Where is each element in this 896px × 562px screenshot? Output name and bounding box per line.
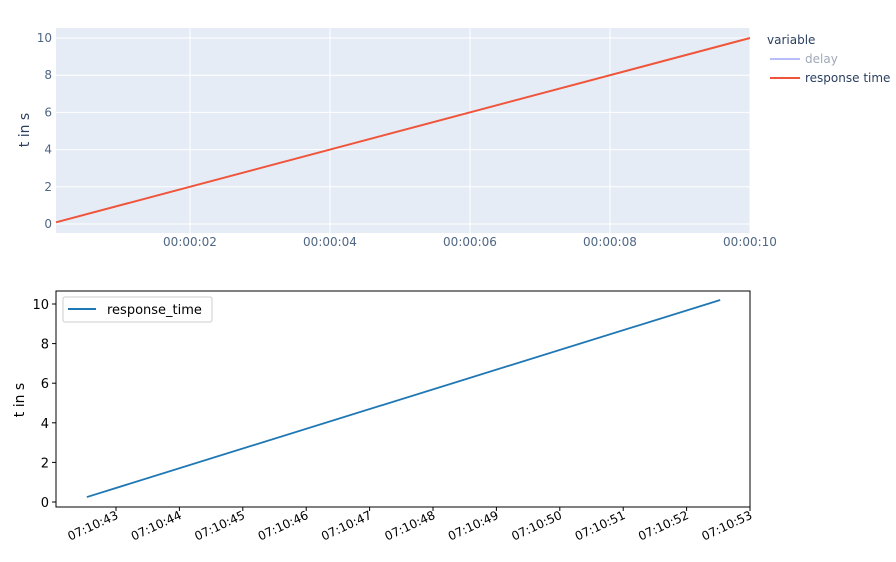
bottom-x-tick-label: 07:10:49 <box>446 508 501 543</box>
top-x-tick-label: 00:00:08 <box>583 235 637 249</box>
bottom-x-tick-label: 07:10:45 <box>192 508 247 543</box>
bottom-y-tick-label: 6 <box>41 377 49 392</box>
bottom-x-tick-label: 07:10:43 <box>65 508 120 543</box>
bottom-x-tick-label: 07:10:51 <box>573 508 628 543</box>
top-y-tick-label: 10 <box>37 31 52 45</box>
top-y-tick-label: 0 <box>44 217 52 231</box>
bottom-y-tick-label: 0 <box>41 496 49 511</box>
top-y-axis-label: t in s <box>17 113 33 147</box>
legend-item-delay[interactable]: delay <box>770 52 838 66</box>
top-legend-title: variable <box>767 33 815 47</box>
bottom-y-tick-label: 8 <box>41 338 49 353</box>
legend-delay-label: delay <box>805 52 838 66</box>
bottom-y-tick-label: 10 <box>32 298 49 313</box>
bottom-x-tick-label: 07:10:50 <box>509 508 564 543</box>
bottom-x-tick-label: 07:10:46 <box>256 508 311 543</box>
bottom-x-tick-label: 07:10:48 <box>382 508 437 543</box>
top-x-tick-label: 00:00:06 <box>443 235 497 249</box>
top-y-tick-label: 6 <box>44 105 52 119</box>
top-y-tick-label: 4 <box>44 143 52 157</box>
bottom-x-tick-label: 07:10:47 <box>319 508 374 543</box>
bottom-y-tick-label: 4 <box>41 417 49 432</box>
top-ticks: 0 2 4 6 8 10 00:00:02 00:00:04 00:00:06 00:00:08 0… <box>37 31 777 249</box>
series-line-response-time <box>55 37 751 224</box>
top-chart: 0 2 4 6 8 10 00:00:02 00:00:04 00:00:06 00:00:08 0… <box>17 28 890 249</box>
bottom-lines <box>86 299 721 498</box>
bottom-axes-frame <box>55 290 751 508</box>
bottom-legend-label: response_time <box>107 303 202 318</box>
top-y-tick-label: 8 <box>44 68 52 82</box>
bottom-x-tick-label: 07:10:44 <box>129 508 184 543</box>
bottom-y-axis-label: t in s <box>12 383 28 417</box>
legend-response-time-label: response time <box>805 71 890 85</box>
bottom-x-tick-label: 07:10:53 <box>699 508 754 543</box>
bottom-legend-box <box>62 296 213 323</box>
top-x-tick-label: 00:00:04 <box>303 235 357 249</box>
top-x-tick-label: 00:00:02 <box>163 235 217 249</box>
top-grid <box>56 28 751 233</box>
top-lines <box>55 37 751 224</box>
top-y-tick-label: 2 <box>44 180 52 194</box>
bottom-x-tick-label: 07:10:52 <box>636 508 691 543</box>
top-x-tick-label: 00:00:10 <box>723 235 777 249</box>
series-line-response_time <box>86 299 721 498</box>
legend-item-response-time[interactable]: response time <box>770 71 890 85</box>
bottom-y-tick-label: 2 <box>41 456 49 471</box>
bottom-legend: response_time <box>62 296 213 323</box>
